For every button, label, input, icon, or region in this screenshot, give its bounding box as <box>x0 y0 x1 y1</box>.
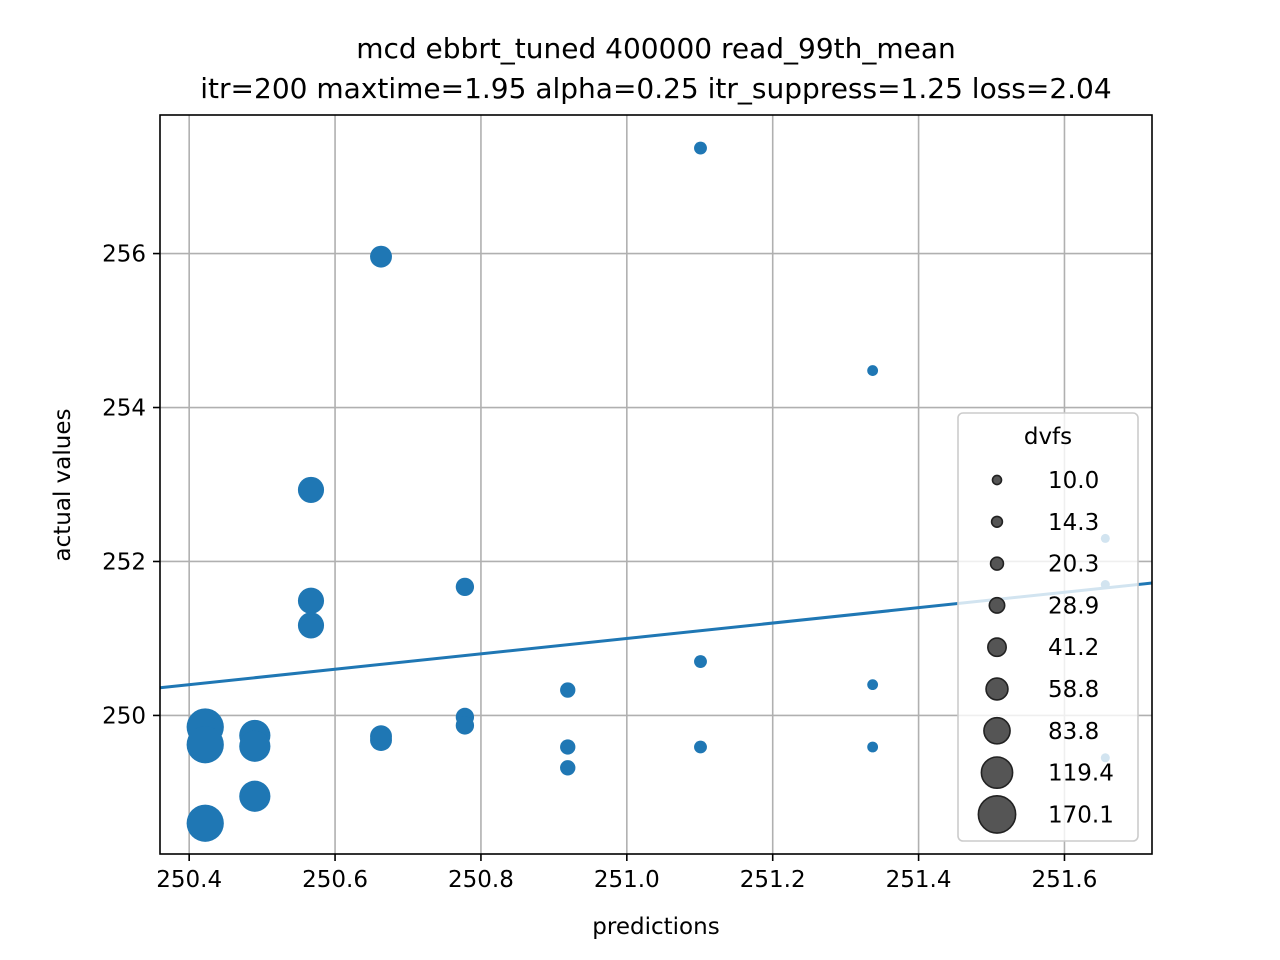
legend: dvfs 10.0 14.3 20.3 28.9 41.2 58.8 83.8 119.4 17… <box>957 412 1139 842</box>
x-tick-label: 250.6 <box>302 867 368 893</box>
data-point <box>455 716 475 735</box>
legend-marker <box>988 596 1006 614</box>
legend-label: 10.0 <box>1048 468 1099 494</box>
data-points <box>186 141 1110 842</box>
data-point <box>560 739 576 755</box>
legend-label: 14.3 <box>1048 510 1099 536</box>
legend-label: 83.8 <box>1048 719 1099 745</box>
legend-marker <box>991 474 1003 486</box>
x-tick-label: 251.0 <box>594 867 660 893</box>
legend-label: 41.2 <box>1048 635 1099 661</box>
y-tick-label: 256 <box>102 242 146 268</box>
legend-marker <box>980 756 1014 790</box>
chart-subtitle: itr=200 maxtime=1.95 alpha=0.25 itr_supp… <box>200 72 1111 105</box>
data-point <box>560 760 576 776</box>
data-point <box>370 245 392 268</box>
grid <box>160 115 1152 854</box>
x-tick-label: 251.2 <box>740 867 806 893</box>
legend-entries: 10.0 14.3 20.3 28.9 41.2 58.8 83.8 119.4 170.1 <box>977 468 1114 834</box>
legend-marker <box>977 794 1017 834</box>
data-point <box>694 655 707 668</box>
data-point <box>867 741 879 753</box>
x-tick-label: 251.4 <box>886 867 952 893</box>
legend-marker <box>989 556 1005 571</box>
data-point <box>186 726 224 764</box>
data-point <box>239 730 271 762</box>
data-point <box>239 780 271 812</box>
x-tick-label: 250.4 <box>156 867 222 893</box>
y-tick-label: 254 <box>102 396 146 422</box>
data-point <box>560 682 576 698</box>
data-point <box>297 587 325 614</box>
legend-label: 119.4 <box>1048 761 1114 787</box>
legend-label: 20.3 <box>1048 552 1099 578</box>
x-axis-ticks: 250.4 250.6 250.8 251.0 251.2 251.4 251.6 <box>156 854 1097 893</box>
legend-marker <box>987 637 1007 658</box>
data-point <box>297 476 325 503</box>
legend-label: 58.8 <box>1048 677 1099 703</box>
data-point <box>867 679 879 691</box>
chart-title: mcd ebbrt_tuned 400000 read_99th_mean <box>356 32 956 65</box>
y-axis-label: actual values <box>50 409 76 562</box>
plot-area-border <box>159 114 1153 855</box>
x-tick-label: 250.8 <box>448 867 514 893</box>
data-point <box>694 141 707 155</box>
x-tick-label: 251.6 <box>1032 867 1098 893</box>
data-point <box>455 577 475 597</box>
x-axis-label: predictions <box>592 914 719 940</box>
y-axis-ticks: 250 252 254 256 <box>102 242 160 729</box>
legend-marker <box>985 677 1009 701</box>
data-point <box>186 804 224 842</box>
y-tick-label: 252 <box>102 549 146 575</box>
data-point <box>370 729 392 752</box>
data-point <box>297 612 325 639</box>
data-point <box>694 740 707 754</box>
legend-marker <box>990 515 1004 529</box>
data-point <box>867 365 879 376</box>
legend-marker <box>983 716 1011 745</box>
legend-label: 28.9 <box>1048 593 1099 619</box>
y-tick-label: 250 <box>102 703 146 729</box>
legend-label: 170.1 <box>1048 802 1114 828</box>
legend-title: dvfs <box>1024 424 1072 450</box>
